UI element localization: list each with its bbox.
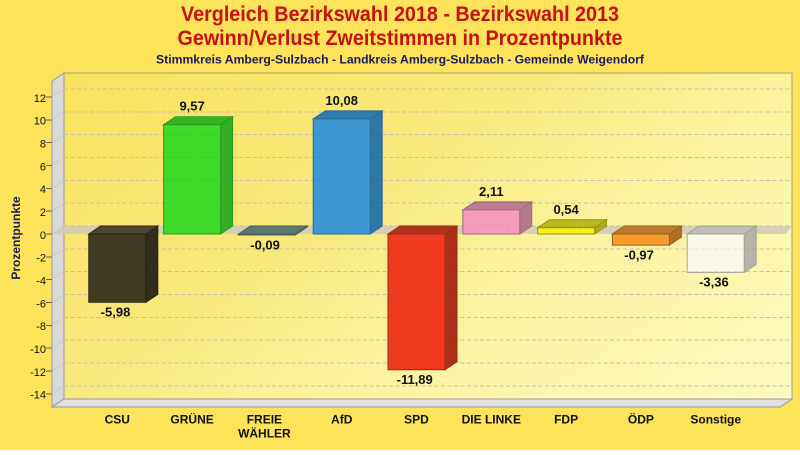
svg-text:-10: -10 [30, 344, 46, 356]
svg-text:ÖDP: ÖDP [628, 412, 654, 427]
svg-text:10,08: 10,08 [325, 93, 358, 108]
svg-text:-0,97: -0,97 [624, 247, 654, 262]
svg-text:4: 4 [40, 184, 46, 196]
svg-text:8: 8 [40, 139, 46, 151]
svg-text:9,57: 9,57 [179, 99, 204, 114]
svg-text:GRÜNE: GRÜNE [170, 412, 213, 427]
svg-text:-4: -4 [36, 276, 46, 288]
svg-text:WÄHLER: WÄHLER [238, 426, 291, 441]
svg-text:-0,09: -0,09 [250, 237, 280, 252]
svg-text:CSU: CSU [105, 413, 130, 427]
svg-text:2: 2 [40, 207, 46, 219]
svg-text:0: 0 [40, 230, 46, 242]
svg-text:2,11: 2,11 [479, 184, 504, 199]
svg-text:Vergleich Bezirkswahl 2018 - B: Vergleich Bezirkswahl 2018 - Bezirkswahl… [181, 3, 619, 26]
svg-text:-12: -12 [30, 367, 46, 379]
svg-text:0,54: 0,54 [553, 202, 579, 217]
svg-text:Gewinn/Verlust Zweitstimmen in: Gewinn/Verlust Zweitstimmen in Prozentpu… [178, 27, 623, 50]
svg-text:-8: -8 [36, 321, 46, 333]
svg-text:DIE LINKE: DIE LINKE [462, 413, 521, 427]
svg-text:-6: -6 [36, 298, 46, 310]
svg-text:Stimmkreis Amberg-Sulzbach - L: Stimmkreis Amberg-Sulzbach - Landkreis A… [156, 53, 645, 67]
svg-text:Prozentpunkte: Prozentpunkte [9, 196, 23, 280]
svg-text:6: 6 [40, 161, 46, 173]
svg-text:12: 12 [34, 93, 46, 105]
svg-text:FREIE: FREIE [247, 413, 282, 427]
svg-text:Sonstige: Sonstige [690, 413, 741, 427]
svg-text:SPD: SPD [404, 413, 429, 427]
svg-text:10: 10 [34, 116, 46, 128]
svg-text:-2: -2 [36, 253, 46, 265]
svg-text:-11,89: -11,89 [397, 372, 433, 387]
svg-text:FDP: FDP [554, 413, 578, 427]
svg-text:AfD: AfD [331, 413, 353, 427]
svg-text:-5,98: -5,98 [101, 305, 131, 320]
svg-text:-3,36: -3,36 [699, 275, 729, 290]
svg-text:-14: -14 [30, 390, 46, 402]
